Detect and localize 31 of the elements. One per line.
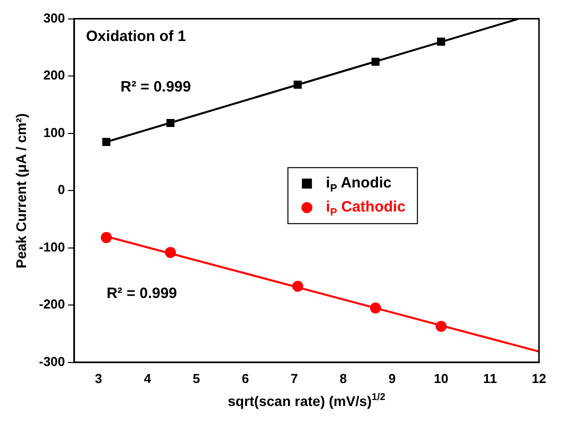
point xyxy=(437,38,446,46)
x-tick-label: 6 xyxy=(242,370,249,386)
point xyxy=(370,302,382,314)
point xyxy=(294,80,302,89)
x-tick-label: 3 xyxy=(94,370,102,386)
x-tick-label: 5 xyxy=(192,370,200,386)
annotation: R² = 0.999 xyxy=(120,78,191,96)
x-tick-label: 7 xyxy=(290,370,298,386)
x-tick-label: 12 xyxy=(532,370,546,386)
point xyxy=(102,138,110,146)
point xyxy=(100,232,112,244)
y-tick-label: 200 xyxy=(43,68,66,83)
y-tick-label: -100 xyxy=(38,239,66,254)
point xyxy=(164,246,176,258)
x-tick-label: 11 xyxy=(483,370,497,386)
x-tick-label: 4 xyxy=(144,370,152,386)
y-tick-label: 300 xyxy=(43,10,66,26)
point xyxy=(292,280,304,292)
annotation: Oxidation of 1 xyxy=(86,28,186,45)
y-tick-label: -300 xyxy=(38,354,66,369)
point xyxy=(166,118,174,128)
point xyxy=(371,58,380,66)
y-axis-title: Peak Current (μA / cm²) xyxy=(12,113,29,268)
y-tick-label: 100 xyxy=(43,124,66,140)
y-tick-label: 0 xyxy=(58,182,66,198)
point xyxy=(436,320,447,332)
y-tick-label: -200 xyxy=(38,296,66,312)
annotation: R² = 0.999 xyxy=(106,284,178,302)
x-tick-label: 8 xyxy=(340,370,347,386)
x-tick-label: 10 xyxy=(434,370,448,386)
x-tick-label: 9 xyxy=(388,370,396,386)
